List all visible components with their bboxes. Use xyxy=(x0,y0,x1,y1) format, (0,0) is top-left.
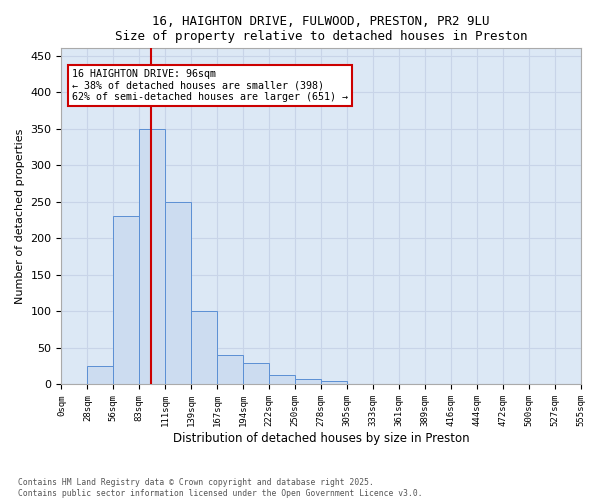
Bar xyxy=(139,128,165,384)
Text: 16 HAIGHTON DRIVE: 96sqm
← 38% of detached houses are smaller (398)
62% of semi-: 16 HAIGHTON DRIVE: 96sqm ← 38% of detach… xyxy=(72,68,348,102)
X-axis label: Distribution of detached houses by size in Preston: Distribution of detached houses by size … xyxy=(173,432,469,445)
Y-axis label: Number of detached properties: Number of detached properties xyxy=(15,128,25,304)
Bar xyxy=(113,216,139,384)
Bar xyxy=(191,312,217,384)
Text: Contains HM Land Registry data © Crown copyright and database right 2025.
Contai: Contains HM Land Registry data © Crown c… xyxy=(18,478,422,498)
Bar xyxy=(88,366,113,384)
Bar xyxy=(217,355,243,384)
Bar xyxy=(295,378,321,384)
Bar xyxy=(321,381,347,384)
Bar xyxy=(243,362,269,384)
Bar xyxy=(269,375,295,384)
Bar xyxy=(165,202,191,384)
Title: 16, HAIGHTON DRIVE, FULWOOD, PRESTON, PR2 9LU
Size of property relative to detac: 16, HAIGHTON DRIVE, FULWOOD, PRESTON, PR… xyxy=(115,15,527,43)
